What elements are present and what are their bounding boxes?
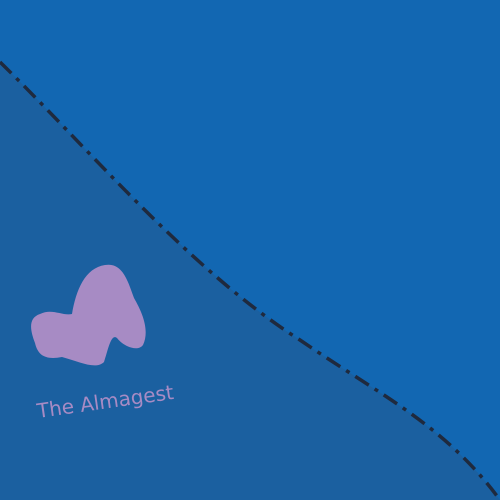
boundary-line [0, 60, 500, 500]
almagest-blob-shape [31, 264, 146, 366]
